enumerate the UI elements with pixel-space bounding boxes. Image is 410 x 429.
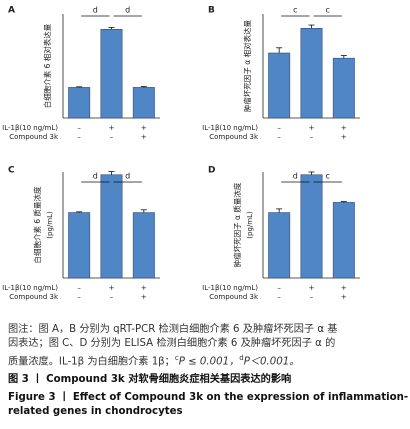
treatment-level: + bbox=[109, 284, 115, 292]
bar bbox=[268, 212, 291, 279]
treatment-level: + bbox=[141, 133, 147, 141]
error-bar bbox=[108, 27, 115, 30]
y-axis-label: 肿瘤坏死因子 α 质量浓度 bbox=[232, 182, 242, 267]
bar bbox=[300, 27, 323, 119]
treatment-level: + bbox=[141, 124, 147, 132]
treatment-name: Compound 3k bbox=[209, 293, 259, 301]
bar bbox=[132, 212, 155, 279]
panel-label: C bbox=[8, 166, 15, 176]
panel-label: B bbox=[208, 6, 215, 16]
treatment-name: IL-1β(10 ng/mL) bbox=[2, 124, 58, 132]
treatment-level: – bbox=[77, 293, 81, 301]
treatment-level: + bbox=[309, 124, 315, 132]
bar bbox=[68, 87, 91, 119]
treatment-level: – bbox=[110, 133, 114, 141]
error-bar bbox=[276, 208, 283, 213]
y-axis-label: 白细胞介素 6 质量浓度 bbox=[32, 186, 42, 264]
note-text: 质量浓度。IL-1β 为白细胞介素 1β； bbox=[8, 356, 175, 368]
significance-label: d bbox=[293, 172, 298, 181]
treatment-level: – bbox=[77, 284, 81, 292]
error-bar bbox=[108, 171, 115, 175]
treatment-level: – bbox=[277, 293, 281, 301]
title-line: Figure 3 丨 Effect of Compound 3k on the … bbox=[8, 392, 409, 403]
significance-label: c bbox=[325, 172, 329, 181]
treatment-level: – bbox=[277, 133, 281, 141]
treatment-level: – bbox=[277, 284, 281, 292]
caption-title-cn: 图 3 丨 Compound 3k 对软骨细胞炎症相关基因表达的影响 bbox=[8, 374, 292, 385]
caption-title-en: Figure 3 丨 Effect of Compound 3k on the … bbox=[8, 391, 408, 419]
significance-label: c bbox=[325, 6, 329, 15]
treatment-name: Compound 3k bbox=[9, 293, 59, 301]
error-bar bbox=[76, 211, 83, 213]
significance-label: d bbox=[93, 172, 98, 181]
panel-label: A bbox=[8, 6, 15, 16]
treatment-level: + bbox=[341, 293, 347, 301]
y-axis-unit: (pg/mL) bbox=[46, 211, 54, 239]
bar bbox=[332, 202, 355, 279]
note-line: 质量浓度。IL-1β 为白细胞介素 1β；cP ≤ 0.001，dP＜0.001… bbox=[8, 351, 337, 369]
treatment-name: IL-1β(10 ng/mL) bbox=[202, 284, 258, 292]
treatment-level: + bbox=[341, 133, 347, 141]
treatment-level: – bbox=[310, 293, 314, 301]
panel-label: D bbox=[208, 166, 215, 176]
error-bar bbox=[340, 201, 347, 203]
treatment-level: – bbox=[110, 293, 114, 301]
error-bar bbox=[308, 171, 315, 175]
treatment-level: – bbox=[277, 124, 281, 132]
sig-mark: c bbox=[174, 354, 179, 362]
bar bbox=[100, 174, 123, 279]
bar bbox=[100, 28, 123, 119]
note-line: 因表达；图 C、D 分别为 ELISA 检测白细胞介素 6 及肿瘤坏死因子 α … bbox=[8, 338, 336, 349]
bar bbox=[332, 57, 355, 119]
treatment-level: – bbox=[310, 133, 314, 141]
treatment-level: + bbox=[341, 284, 347, 292]
sig-mark: d bbox=[239, 354, 244, 362]
significance-label: d bbox=[93, 6, 98, 15]
bar bbox=[68, 212, 91, 279]
treatment-level: + bbox=[141, 293, 147, 301]
treatment-name: Compound 3k bbox=[209, 133, 259, 141]
treatment-level: + bbox=[109, 124, 115, 132]
note-text: P＜0.001。 bbox=[243, 356, 300, 368]
significance-label: d bbox=[125, 6, 130, 15]
treatment-name: IL-1β(10 ng/mL) bbox=[2, 284, 58, 292]
treatment-level: – bbox=[77, 124, 81, 132]
error-bar bbox=[140, 209, 147, 213]
note-line: 图注：图 A，B 分别为 qRT-PCR 检测白细胞介素 6 及肿瘤坏死因子 α… bbox=[8, 324, 338, 335]
bar bbox=[132, 87, 155, 119]
bar bbox=[268, 52, 291, 119]
significance-label: c bbox=[293, 6, 297, 15]
treatment-level: + bbox=[309, 284, 315, 292]
treatment-level: – bbox=[77, 133, 81, 141]
treatment-level: + bbox=[341, 124, 347, 132]
note-text: P ≤ 0.001， bbox=[178, 356, 240, 368]
error-bar bbox=[276, 47, 283, 53]
treatment-level: + bbox=[141, 284, 147, 292]
y-axis-label: 肿瘤坏死因子 α 相对表达量 bbox=[242, 19, 252, 112]
y-axis-unit: (pg/mL) bbox=[246, 211, 254, 239]
title-line: related genes in chondrocytes bbox=[8, 406, 183, 417]
treatment-name: IL-1β(10 ng/mL) bbox=[202, 124, 258, 132]
error-bar bbox=[140, 86, 147, 88]
treatment-name: Compound 3k bbox=[9, 133, 59, 141]
caption-note: 图注：图 A，B 分别为 qRT-PCR 检测白细胞介素 6 及肿瘤坏死因子 α… bbox=[8, 323, 337, 369]
error-bar bbox=[308, 24, 315, 29]
significance-label: d bbox=[125, 172, 130, 181]
error-bar bbox=[76, 86, 83, 88]
y-axis-label: 白细胞介素 6 相对表达量 bbox=[42, 23, 52, 108]
bar bbox=[300, 174, 323, 279]
error-bar bbox=[340, 55, 347, 59]
